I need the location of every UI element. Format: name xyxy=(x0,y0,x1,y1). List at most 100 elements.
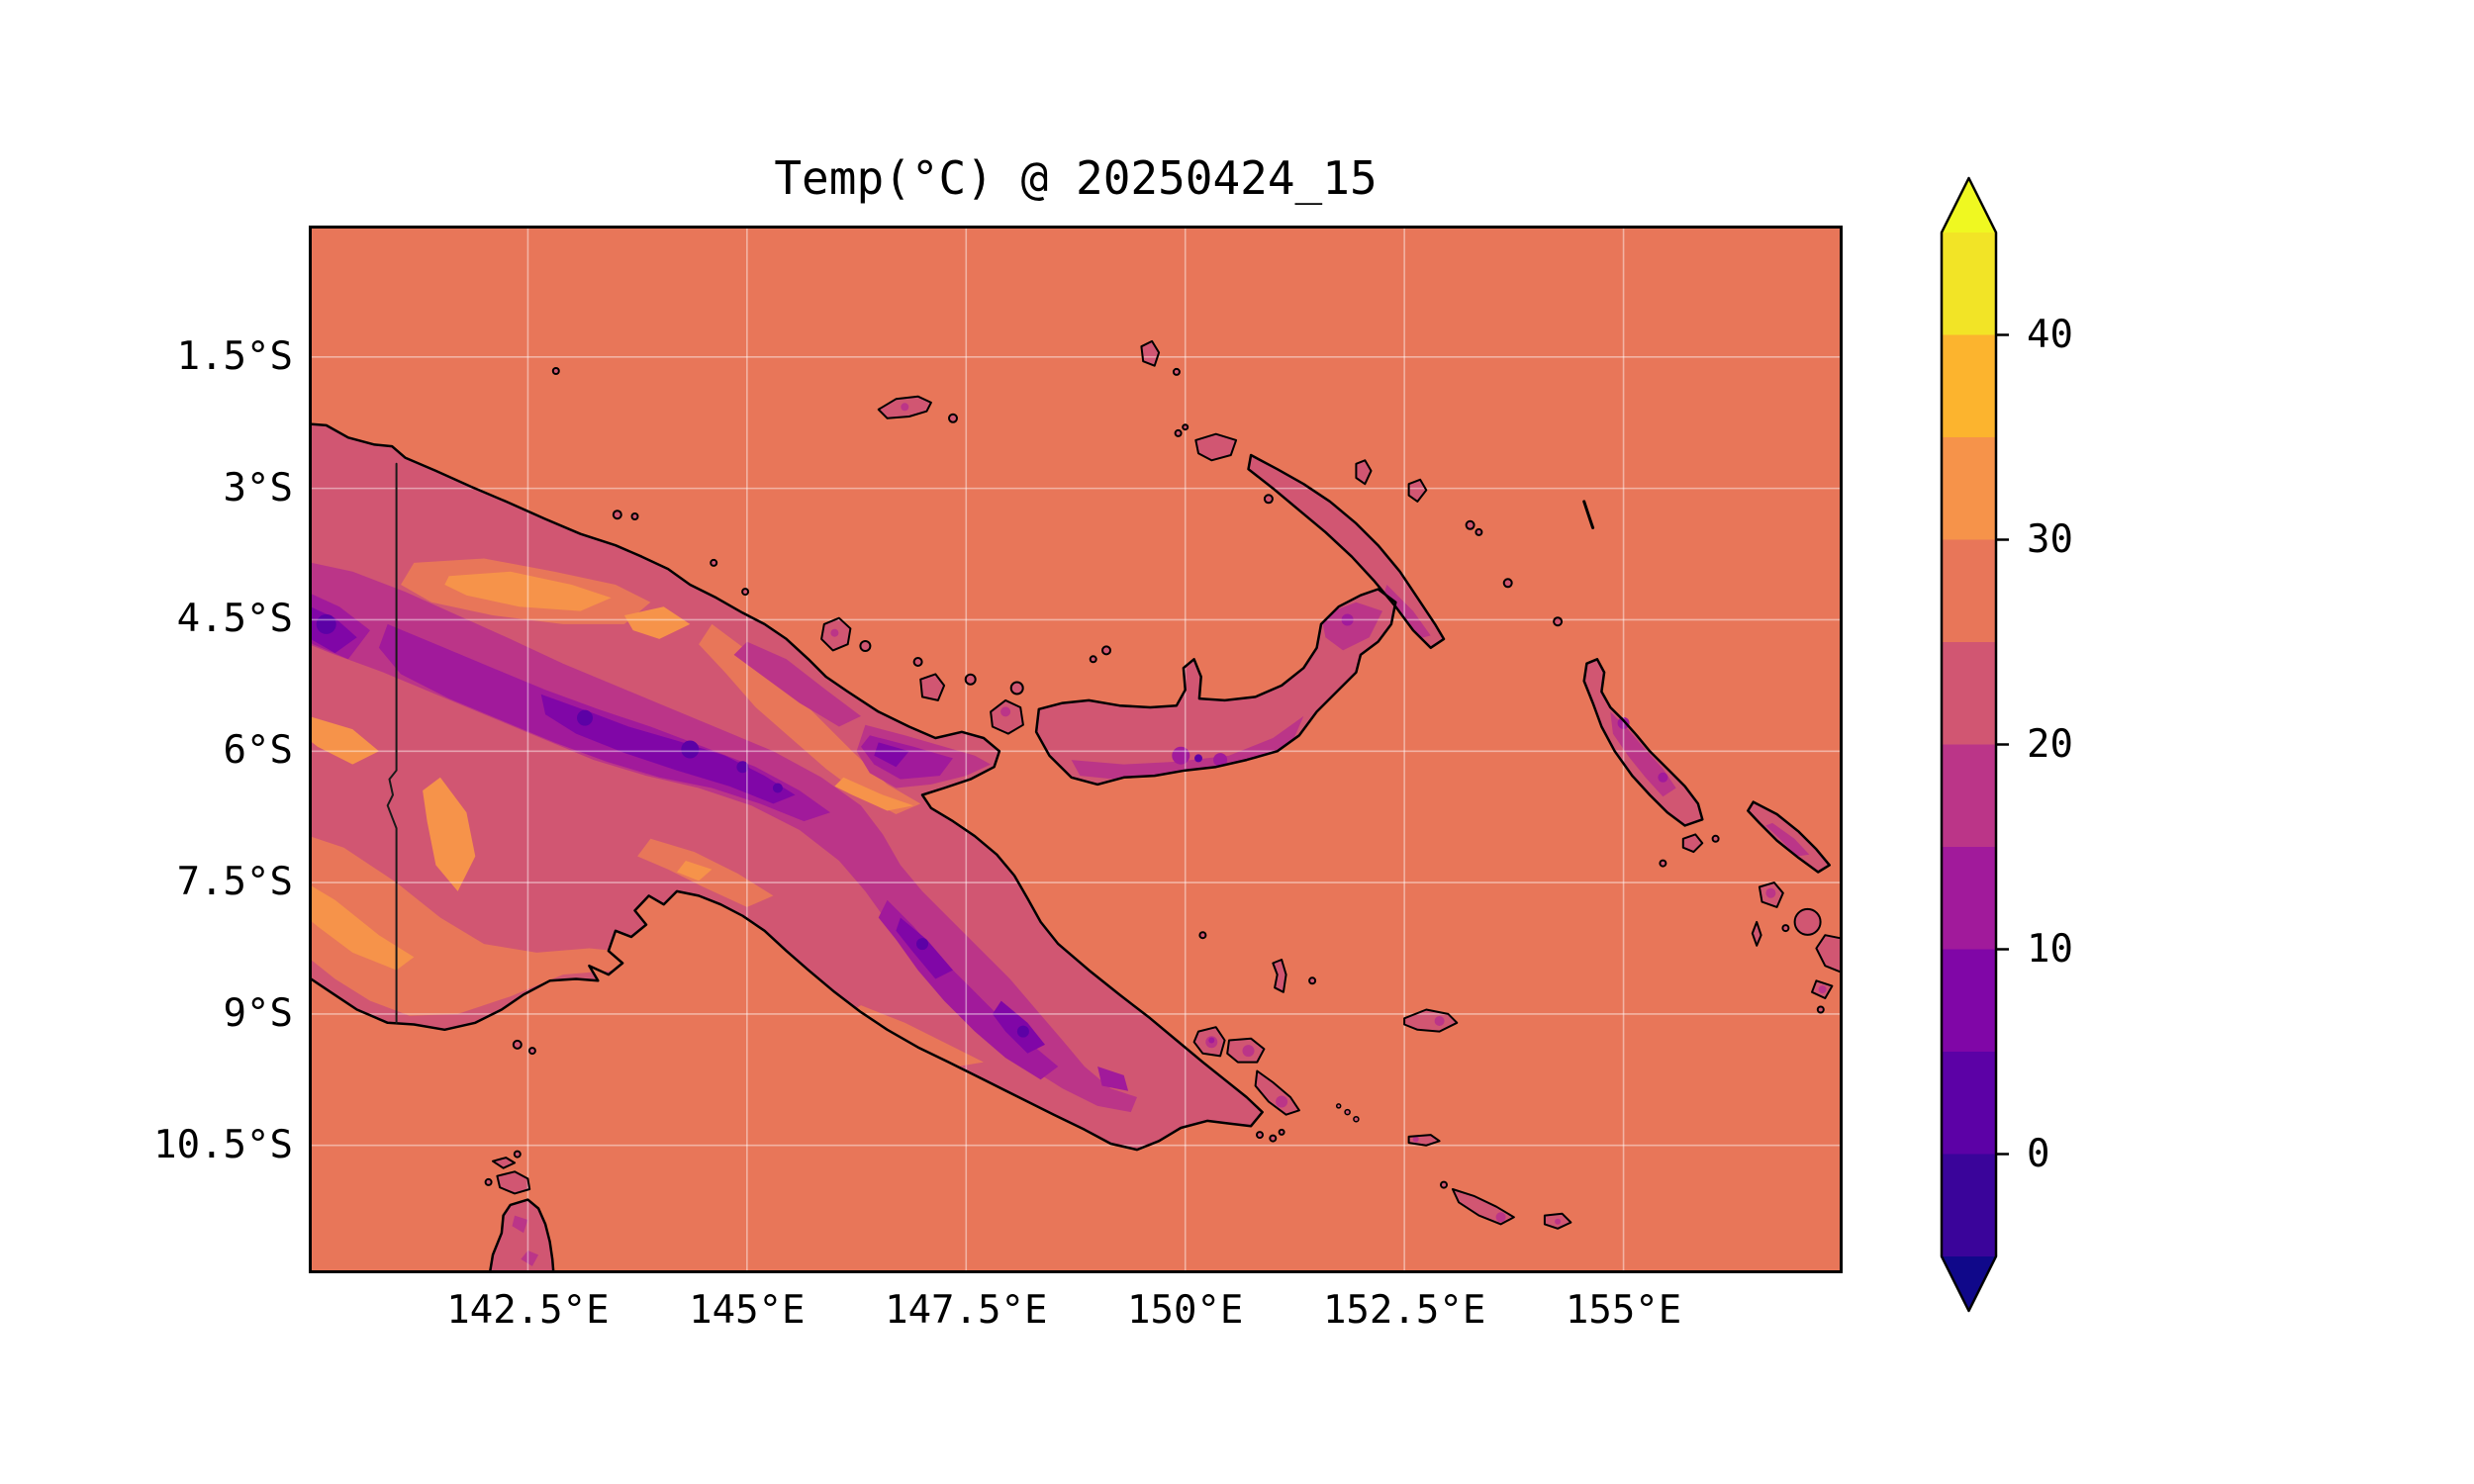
map-feature-goodenough-cold-spot xyxy=(1208,1037,1215,1044)
map-feature-torres-islet-2 xyxy=(513,1150,522,1159)
map-feature-misima-cool-spot xyxy=(1412,1136,1419,1143)
colorbar-tick-label-10: 10 xyxy=(2027,926,2073,972)
map-feature-new-georgia xyxy=(1816,935,1843,974)
map-feature-milne-tip-cold-spot xyxy=(1097,1067,1129,1091)
y-tick-label-7.5°S: 7.5°S xyxy=(176,860,293,905)
map-feature-samarai-islet-1 xyxy=(1256,1131,1264,1140)
map-feature-egum-islet-2 xyxy=(1353,1115,1360,1123)
map-feature-kitava-island xyxy=(1308,976,1317,985)
map-feature-central-range-colder xyxy=(540,694,796,804)
coastline-new-ireland xyxy=(1247,453,1446,650)
y-tick-label-4.5°S: 4.5°S xyxy=(176,597,293,642)
map-feature-west-hot-patch-2 xyxy=(423,777,476,891)
map-feature-witu-island-2 xyxy=(1089,655,1097,664)
map-feature-bougainville-cold-1 xyxy=(1617,716,1630,729)
map-feature-gazelle-cold xyxy=(1341,613,1354,626)
map-feature-tagula-cool-spot xyxy=(1495,1212,1506,1223)
map-feature-treasury-islet xyxy=(1659,859,1667,868)
map-feature-karkar-cool-spot xyxy=(830,628,839,637)
map-feature-umboi-cool-spot xyxy=(1000,706,1011,717)
plot-spine xyxy=(309,226,1843,1273)
map-feature-new-ireland-cool xyxy=(1382,585,1431,639)
coastline-choiseul xyxy=(1747,800,1831,874)
map-feature-feni-island xyxy=(1502,578,1513,589)
colorbar-canvas xyxy=(1940,176,2009,1313)
map-feature-tanga-island-2 xyxy=(1475,527,1483,536)
map-feature-gazelle-cool xyxy=(1321,602,1382,651)
colorbar-outline xyxy=(1940,176,1998,1313)
map-feature-coldest-spot-6 xyxy=(916,938,928,951)
coastline-karkar-island xyxy=(820,616,852,652)
map-feature-woodlark-island xyxy=(1404,1009,1458,1032)
map-feature-northwest-islet xyxy=(551,367,560,375)
map-feature-kairiru-islet xyxy=(612,510,622,520)
map-feature-new-britain-cold-2 xyxy=(1213,753,1228,768)
map-feature-finisterre-range-cool xyxy=(733,641,861,727)
map-feature-bagabag-island xyxy=(859,640,872,652)
colorbar-tick-label-40: 40 xyxy=(2027,312,2073,357)
coastline-rossel-island xyxy=(1543,1212,1572,1230)
map-feature-lihir-island xyxy=(1408,479,1427,502)
map-feature-coldest-spot-1 xyxy=(577,709,593,726)
coastline-bougainville xyxy=(1582,658,1704,827)
colorbar-tick-label-0: 0 xyxy=(2027,1131,2050,1176)
map-feature-southwest-lowland-warm xyxy=(309,830,633,1016)
colorbar-band-0 xyxy=(1942,232,1996,336)
colorbar-tick-label-20: 20 xyxy=(2027,721,2073,767)
map-feature-witu-island-1 xyxy=(1101,645,1111,656)
map-plot-area xyxy=(309,226,1843,1273)
map-feature-sepik-hot-core xyxy=(444,571,612,611)
colorbar-under-arrow xyxy=(1942,1256,1996,1311)
coastline-normanby-island xyxy=(1254,1069,1300,1116)
map-feature-sepik-hot-core-2 xyxy=(623,606,691,639)
map-feature-prince-of-wales-island xyxy=(497,1171,530,1194)
map-feature-umboi-island xyxy=(991,699,1023,734)
colorbar-band-6 xyxy=(1942,847,1996,951)
y-tick-label-6°S: 6°S xyxy=(223,728,293,774)
colorbar-over-arrow xyxy=(1942,178,1996,232)
colorbar-band-3 xyxy=(1942,539,1996,643)
map-feature-png-indonesia-border xyxy=(386,462,398,1024)
map-feature-tagula-islet xyxy=(1440,1180,1448,1189)
x-tick-label-145°E: 145°E xyxy=(689,1288,806,1333)
map-feature-daru-island xyxy=(512,1039,523,1050)
map-feature-egum-islet-1 xyxy=(1344,1108,1351,1116)
map-feature-woodlark-cool-spot xyxy=(1434,1016,1445,1026)
coastline-umboi-island xyxy=(990,698,1024,735)
map-feature-bristow-island xyxy=(527,1047,536,1056)
map-feature-new-britain xyxy=(1036,589,1396,785)
x-tick-label-152.5°E: 152.5°E xyxy=(1322,1288,1486,1333)
colorbar-band-8 xyxy=(1942,1052,1996,1156)
map-feature-west-hot-patch-1 xyxy=(309,874,415,971)
map-feature-ramu-valley-warm xyxy=(699,623,921,814)
map-feature-pow-islet xyxy=(484,1177,493,1186)
map-feature-choiseul-cool xyxy=(1765,822,1810,857)
coastline-lihir-island xyxy=(1407,478,1428,503)
coastline-rendova-island xyxy=(1811,979,1834,999)
coastline-manus-island xyxy=(877,395,932,419)
map-feature-fergusson-cool-spot xyxy=(1242,1045,1255,1058)
coastline-woodlark-island xyxy=(1403,1008,1459,1033)
map-feature-green-islands xyxy=(1582,500,1595,529)
coastline-cape-york-peninsula xyxy=(488,1198,555,1273)
coastline-mussau-island xyxy=(1140,339,1161,367)
map-feature-nissan-island xyxy=(1553,616,1564,627)
coastline-goodenough-island xyxy=(1192,1026,1226,1058)
map-feature-samarai-islet-3 xyxy=(1278,1128,1285,1136)
colorbar-tick-label-30: 30 xyxy=(2027,516,2073,562)
map-feature-rossel-cool-spot xyxy=(1555,1218,1562,1225)
map-feature-markham-hot-sliver xyxy=(834,777,914,811)
coastline-fergusson-island xyxy=(1226,1037,1266,1064)
map-feature-long-island xyxy=(920,674,945,700)
map-feature-new-britain-coldest xyxy=(1194,754,1202,763)
map-feature-mussau-island xyxy=(1141,340,1160,366)
map-feature-rendova-cool-spot xyxy=(1818,985,1827,994)
map-feature-coldest-spot-7 xyxy=(1016,1025,1029,1038)
map-feature-tanga-island-1 xyxy=(1465,519,1475,530)
figure-title-line1: Temp(°C) @ 20250424_15 xyxy=(774,151,1378,205)
colorbar-band-7 xyxy=(1942,949,1996,1053)
map-feature-crown-island xyxy=(912,657,923,667)
colorbar-band-2 xyxy=(1942,437,1996,541)
x-tick-label-155°E: 155°E xyxy=(1565,1288,1682,1333)
